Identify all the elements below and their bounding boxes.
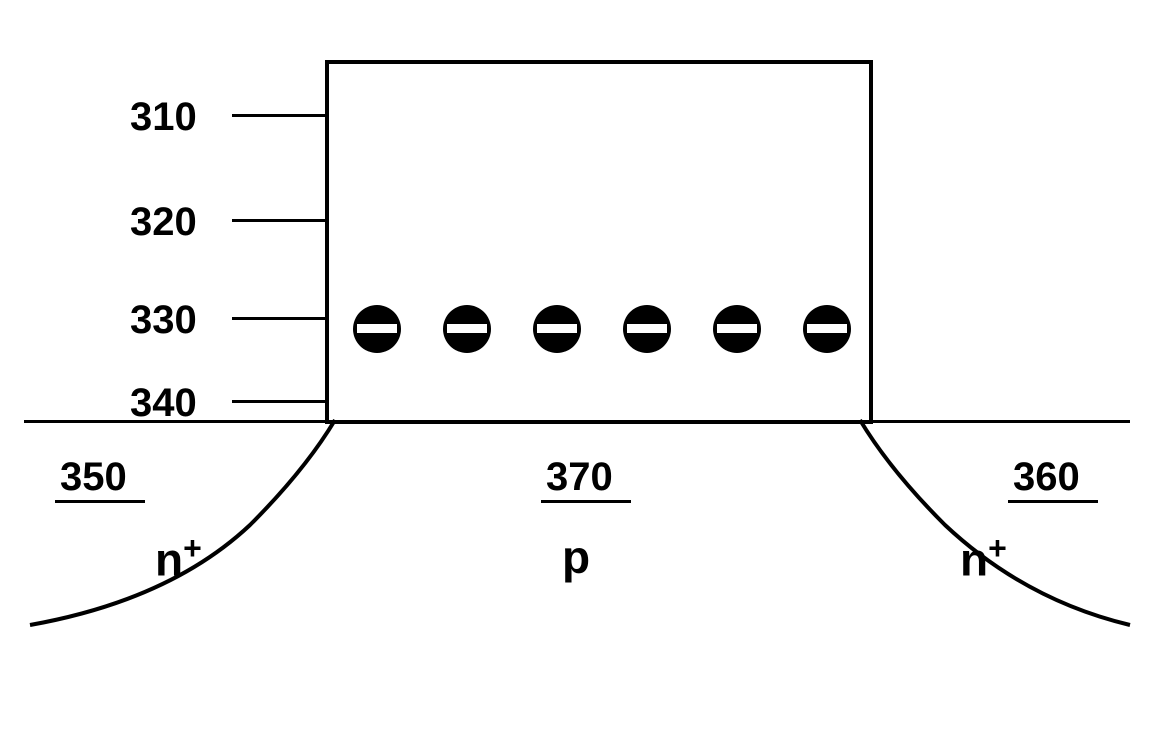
region-label-350: n+	[155, 530, 202, 586]
layer-320	[325, 161, 873, 288]
minus-icon	[717, 324, 757, 333]
minus-icon	[357, 324, 397, 333]
substrate-surface-left	[24, 420, 325, 423]
leader-330	[232, 317, 325, 320]
charge-icon	[353, 305, 401, 353]
ref-360: 360	[1013, 455, 1080, 500]
ref-370-underline	[541, 500, 631, 503]
leader-320	[232, 219, 325, 222]
minus-icon	[627, 324, 667, 333]
label-310: 310	[130, 95, 197, 140]
minus-icon	[447, 324, 487, 333]
ref-360-underline	[1008, 500, 1098, 503]
charge-icon	[623, 305, 671, 353]
minus-icon	[807, 324, 847, 333]
ref-370: 370	[546, 455, 613, 500]
semiconductor-diagram: 310 320 330 340 350 370 360 n+ p	[0, 0, 1155, 743]
charge-icon	[533, 305, 581, 353]
charge-icon	[443, 305, 491, 353]
substrate-surface-right	[873, 420, 1130, 423]
leader-310	[232, 114, 325, 117]
region-label-360: n+	[960, 530, 1007, 586]
charge-icon	[713, 305, 761, 353]
region-label-370: p	[562, 530, 590, 584]
layer-330	[325, 284, 873, 376]
label-330: 330	[130, 298, 197, 343]
charge-icon	[803, 305, 851, 353]
leader-340	[232, 400, 325, 403]
ref-350: 350	[60, 455, 127, 500]
ref-350-underline	[55, 500, 145, 503]
layer-310	[325, 60, 873, 165]
minus-icon	[537, 324, 577, 333]
label-320: 320	[130, 200, 197, 245]
layer-340	[325, 372, 873, 424]
